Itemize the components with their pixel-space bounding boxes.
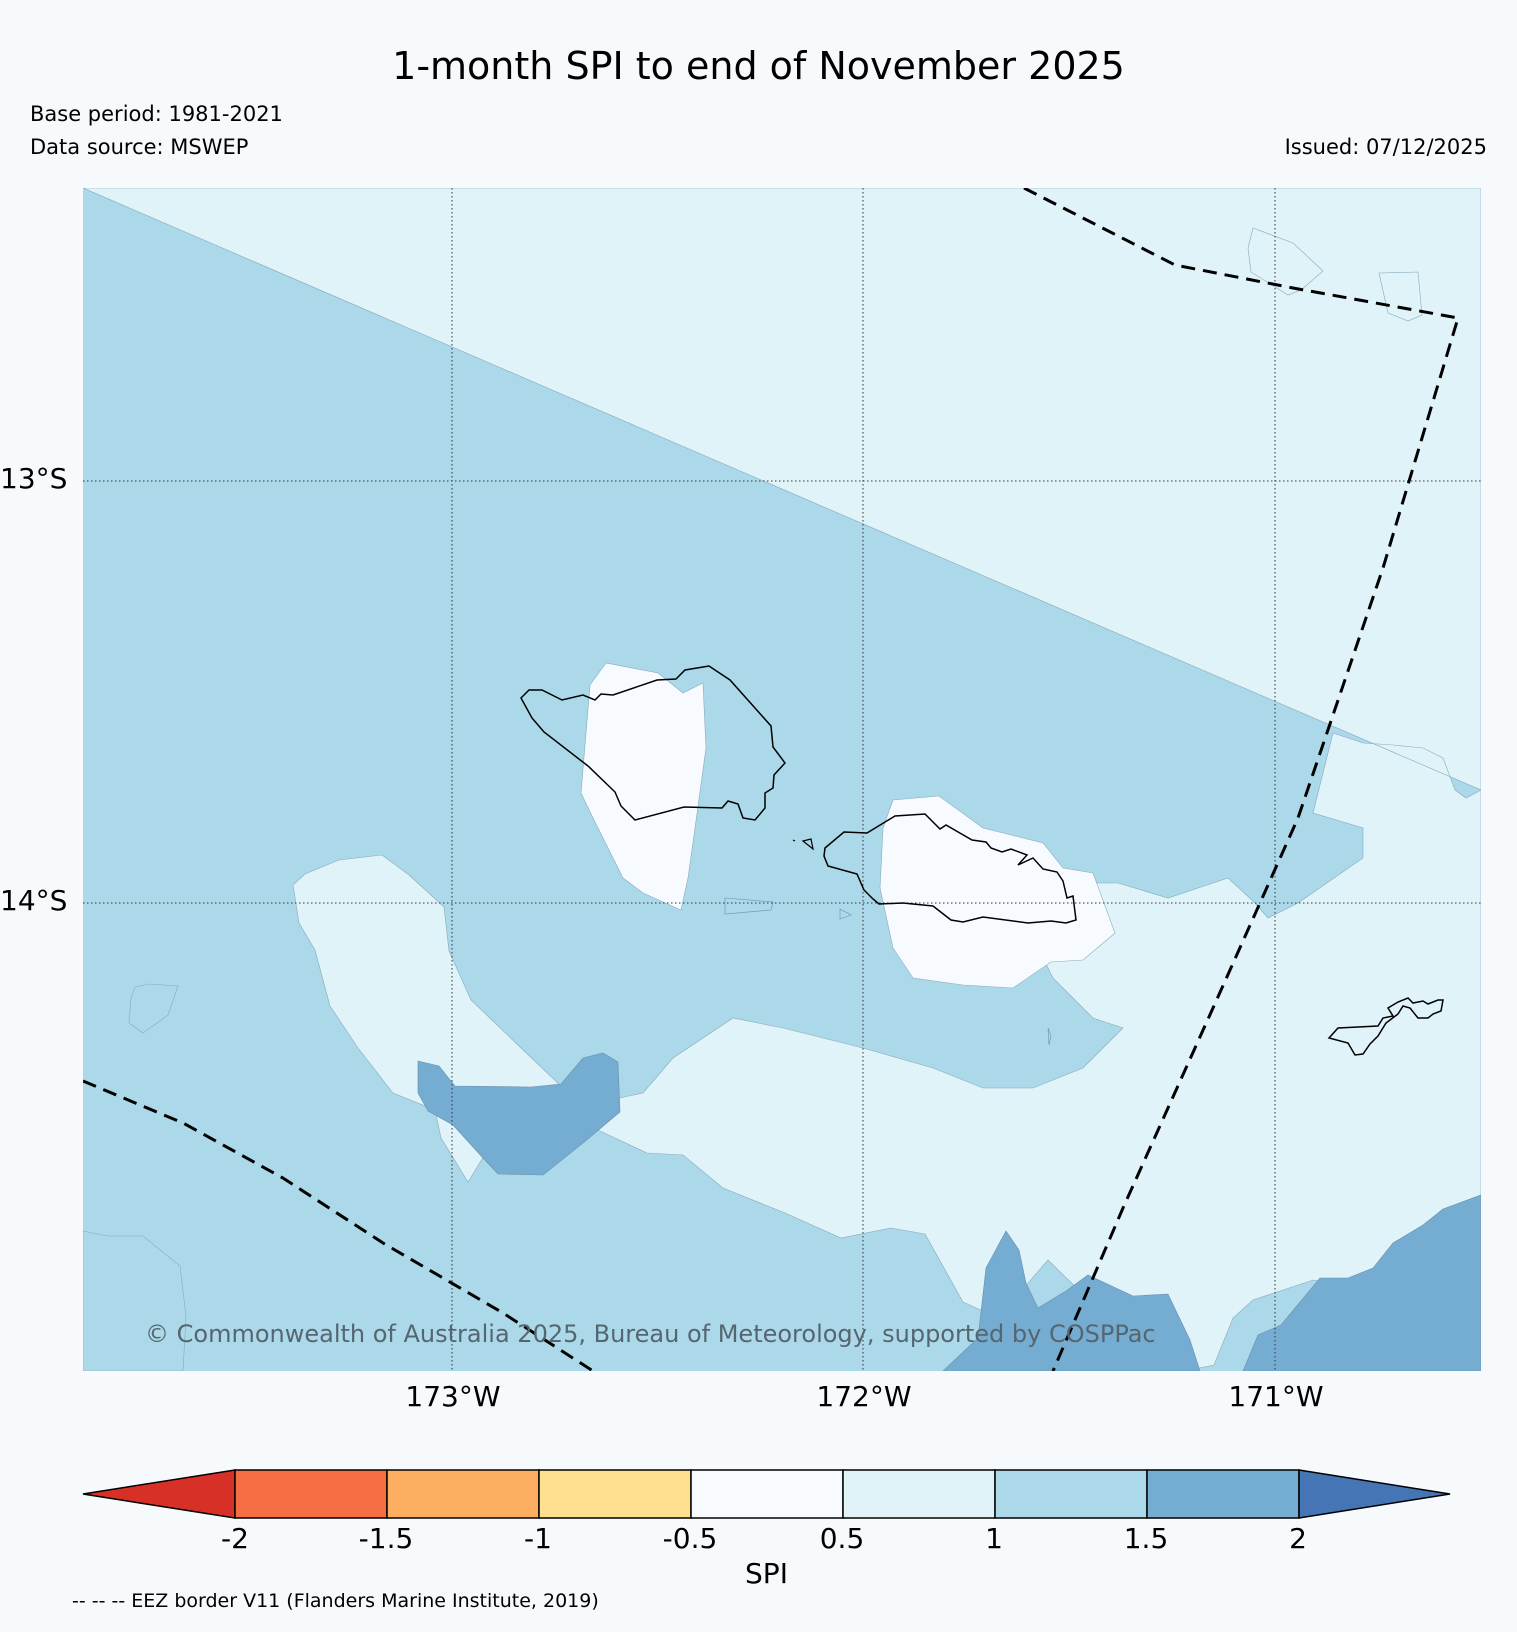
spi-fill-apolima [724, 897, 774, 915]
spi-fill-1.5-2-west [417, 1052, 621, 1176]
cb-tick: -0.5 [662, 1522, 718, 1555]
cb-tick: 0.5 [819, 1522, 865, 1555]
cb-tick: -2 [221, 1522, 249, 1555]
spi-fill-apolima-2 [839, 908, 852, 920]
cb-segment [690, 1469, 844, 1519]
cb-segment [386, 1469, 540, 1519]
lon-label-173w: 173°W [405, 1380, 501, 1413]
tutuila-coastline [1327, 997, 1444, 1056]
spi-fill-small-west [128, 983, 179, 1034]
map-title: 1-month SPI to end of November 2025 [392, 44, 1125, 88]
colorbar-label: SPI [745, 1557, 788, 1590]
spi-fill-1.5-2-sw [83, 1230, 187, 1371]
eez-legend-note: -- -- -- EEZ border V11 (Flanders Marine… [72, 1590, 599, 1612]
cb-segment [538, 1469, 692, 1519]
cb-tick: -1.5 [358, 1522, 414, 1555]
cb-segment [234, 1469, 388, 1519]
colorbar-segments [82, 1469, 1451, 1519]
cb-tick: 1 [985, 1522, 1003, 1555]
spi-fill-1.5-2-south [942, 1230, 1201, 1371]
eez-border [83, 188, 1460, 1371]
cb-segment [1146, 1469, 1300, 1519]
cb-segment [994, 1469, 1148, 1519]
cb-tick: -1 [524, 1522, 552, 1555]
cb-extend-low [82, 1469, 236, 1519]
copyright-text: © Commonwealth of Australia 2025, Bureau… [145, 1320, 1156, 1348]
cb-tick: 1.5 [1123, 1522, 1169, 1555]
spi-map: © Commonwealth of Australia 2025, Bureau… [83, 188, 1481, 1371]
lon-label-172w: 172°W [816, 1380, 912, 1413]
spi-fill-1.5-2-east [1242, 1194, 1481, 1371]
lat-label-14s: 14°S [0, 884, 68, 917]
upolu-coastline [823, 813, 1077, 924]
base-period: Base period: 1981-2021 [30, 102, 283, 126]
savaii-coastline [520, 665, 786, 821]
cb-tick: 2 [1289, 1522, 1307, 1555]
colorbar [82, 1469, 1451, 1519]
lon-label-171w: 171°W [1228, 1380, 1324, 1413]
apolima-coast [792, 838, 814, 851]
small-islet [1047, 1027, 1052, 1046]
spi-fill-north-patch-1 [1247, 227, 1324, 296]
cb-extend-high [1298, 1469, 1451, 1519]
spi-fill-white-upolu [879, 795, 1116, 989]
issued-date: Issued: 07/12/2025 [1284, 135, 1487, 159]
gridlines [83, 188, 1481, 1371]
data-source: Data source: MSWEP [30, 135, 249, 159]
cb-segment [842, 1469, 996, 1519]
lat-label-13s: 13°S [0, 462, 68, 495]
